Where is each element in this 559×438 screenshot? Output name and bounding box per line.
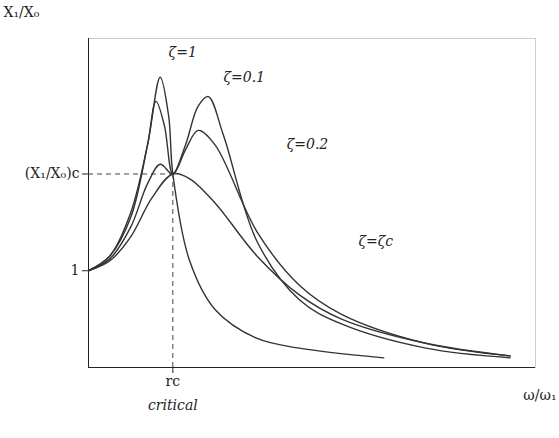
svg-text:1: 1	[71, 262, 80, 278]
svg-text:(X₁/X₀)c: (X₁/X₀)c	[25, 165, 80, 181]
svg-text:X₁/X₀: X₁/X₀	[4, 4, 40, 20]
svg-text:ζ=ζc: ζ=ζc	[358, 233, 393, 249]
svg-text:ζ=0.2: ζ=0.2	[287, 136, 329, 152]
svg-text:ζ=0.1: ζ=0.1	[223, 69, 265, 85]
svg-text:ω/ω₁: ω/ω₁	[523, 387, 556, 403]
svg-text:rc: rc	[166, 373, 181, 389]
svg-text:critical: critical	[148, 397, 198, 413]
svg-text:ζ=1: ζ=1	[169, 44, 197, 60]
